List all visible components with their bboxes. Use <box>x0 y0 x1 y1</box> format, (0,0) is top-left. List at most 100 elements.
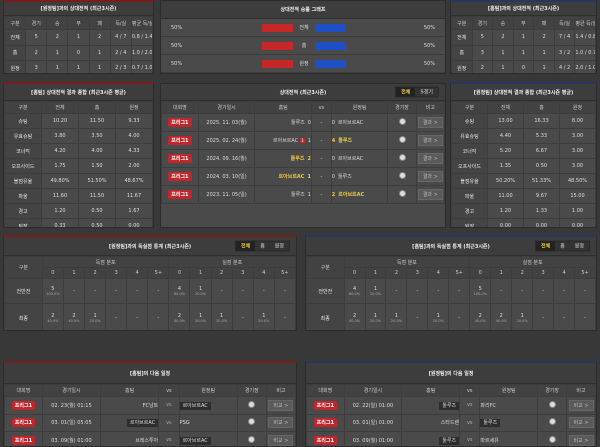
compare-button[interactable]: 비교 > <box>568 417 594 429</box>
graph-row: 50% 홈 50% <box>161 37 445 55</box>
away-team-cell: 르아브르AC <box>178 396 238 415</box>
stadium-icon[interactable] <box>398 118 406 125</box>
cell: 9.67 <box>523 188 560 204</box>
right-percent: 50% <box>423 60 435 67</box>
bucket-header: 5+ <box>273 267 296 279</box>
left-percent: 50% <box>171 24 183 31</box>
stadium-icon[interactable] <box>398 190 406 197</box>
tab-1[interactable]: 5경기 <box>420 89 433 96</box>
away-score: 2 <box>331 192 336 198</box>
bucket-header: 0 <box>168 267 191 279</box>
stadium-icon[interactable] <box>248 400 256 408</box>
column-header: 구분 <box>4 256 43 279</box>
percent: 20.0% <box>432 319 444 323</box>
panel-title: [원정팀]과의 득실점 통계 (최근3시즌) 전체 홈 원정 <box>4 237 296 256</box>
header-row: 구분 득점 분포 실점 분포 <box>4 256 296 279</box>
home-score: 1 <box>307 174 311 180</box>
compare-button[interactable]: 비교 > <box>568 399 594 411</box>
match-row: 프리그1 02. 23(월) 01:15 FC낭트 vs 르아브르AC 비교 > <box>4 396 296 415</box>
percent: 20.0% <box>258 319 270 323</box>
red-card-icon: 1 <box>300 138 305 143</box>
count: 1 <box>220 313 224 319</box>
compare-button[interactable]: 비교 > <box>268 417 294 429</box>
tab-2[interactable]: 원정 <box>274 243 284 250</box>
stadium-icon[interactable] <box>548 418 556 426</box>
tab-0[interactable]: 전체 <box>396 87 416 97</box>
count: - <box>521 288 524 294</box>
cell: 5 100.0% <box>469 278 492 304</box>
cell: - <box>147 278 170 304</box>
cell: - <box>448 303 471 330</box>
bucket-header: 4 <box>427 267 450 279</box>
league-badge[interactable]: 프리그1 <box>168 136 192 145</box>
cell: 1.00 <box>559 203 596 219</box>
group-header: 실점 분포 <box>469 256 596 268</box>
league-badge[interactable]: 프리그1 <box>11 400 36 410</box>
tab-0[interactable]: 전체 <box>535 241 556 251</box>
column-header: 구분 <box>4 16 27 30</box>
table-row: 전반전 4 80.0% 1 20.0% - - - -5 100.0% - - - - - <box>306 278 596 304</box>
header-row: 구분 전체 홈 원정 <box>4 101 153 114</box>
note-cell: 결과 > <box>415 149 445 168</box>
cell: 2.00 <box>115 158 153 174</box>
league-badge[interactable]: 프리그1 <box>313 400 337 410</box>
compare-button[interactable]: 비교 > <box>268 399 294 411</box>
row-label: 전반전 <box>4 278 43 304</box>
panel-title: [홈팀]의 다음 일정 <box>4 363 296 384</box>
result-button[interactable]: 결과 > <box>417 189 443 200</box>
league-badge[interactable]: 프리그1 <box>313 418 337 428</box>
stadium-cell <box>537 396 568 415</box>
bucket-header: 5+ <box>574 267 596 279</box>
cell: 1.20 <box>487 203 524 219</box>
stadium-icon[interactable] <box>248 435 256 443</box>
league-badge[interactable]: 프리그1 <box>168 118 192 127</box>
cell: 3.00 <box>559 128 596 144</box>
column-header: 경기장 <box>387 101 417 114</box>
cell: 49.80% <box>41 173 79 189</box>
league-badge[interactable]: 프리그1 <box>168 172 192 181</box>
tab-2[interactable]: 원정 <box>574 243 584 250</box>
tab-0[interactable]: 전체 <box>235 241 256 251</box>
league-badge[interactable]: 프리그1 <box>168 154 192 163</box>
left-percent: 50% <box>171 60 183 67</box>
cell: 1 20.0% <box>189 278 212 304</box>
count: 2 <box>499 313 503 319</box>
stadium-icon[interactable] <box>548 400 556 408</box>
stadium-icon[interactable] <box>248 418 256 426</box>
result-button[interactable]: 결과 > <box>417 153 443 164</box>
tab-1[interactable]: 홈 <box>560 243 565 250</box>
stadium-icon[interactable] <box>398 136 406 143</box>
stadium-icon[interactable] <box>548 435 556 443</box>
away-team-cell: 0 르아브르AC <box>330 149 389 168</box>
stats-table: 구분 전체 홈 원정 슈팅 10.20 11.50 9.33 유효슈팅 3.80 3.50 4.00 코… <box>4 101 153 227</box>
panel-title-text: [홈팀]의 다음 일정 <box>129 370 171 377</box>
result-button[interactable]: 결과 > <box>417 117 443 128</box>
column-header: 구분 <box>4 101 42 114</box>
column-header: vs <box>158 384 180 397</box>
league-badge[interactable]: 프리그1 <box>11 435 36 445</box>
stadium-icon[interactable] <box>398 154 406 161</box>
away-team: 르아브르AC <box>338 192 365 198</box>
note-cell: 결과 > <box>415 113 445 132</box>
compare-button[interactable]: 비교 > <box>568 434 594 446</box>
cell: 0.00 <box>559 218 596 227</box>
row-label: 원정 <box>451 60 473 73</box>
result-button[interactable]: 결과 > <box>417 135 443 146</box>
row-label: 슈팅 <box>451 113 488 129</box>
cell: - <box>511 278 534 304</box>
cell: 1 20.0% <box>252 303 275 330</box>
column-header: 원정팀 <box>178 384 238 397</box>
compare-button[interactable]: 비교 > <box>268 434 294 446</box>
column-header: 승 <box>46 16 69 30</box>
league-badge[interactable]: 프리그1 <box>313 435 337 445</box>
cell: - <box>553 278 576 304</box>
stadium-icon[interactable] <box>398 172 406 179</box>
tab-1[interactable]: 홈 <box>260 243 265 250</box>
cell: - <box>84 278 107 304</box>
result-button[interactable]: 결과 > <box>417 171 443 182</box>
home-team: 툴루즈 <box>290 120 305 126</box>
league-badge[interactable]: 프리그1 <box>168 190 192 199</box>
league-badge[interactable]: 프리그1 <box>11 418 36 428</box>
percent: 40.0% <box>173 319 185 323</box>
